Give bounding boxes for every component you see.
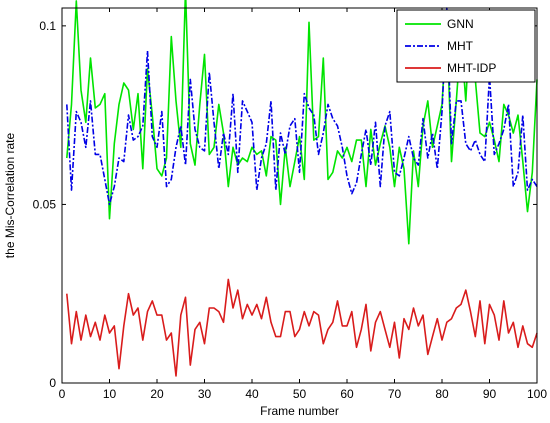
legend-entries: GNN MHT MHT-IDP <box>405 17 496 75</box>
x-tick-label: 70 <box>388 387 402 401</box>
x-tick-label: 0 <box>59 387 66 401</box>
x-tick-label: 30 <box>198 387 212 401</box>
x-tick-label: 10 <box>103 387 117 401</box>
y-tick-label: 0 <box>49 376 56 390</box>
y-tick-label: 0.05 <box>33 197 57 211</box>
x-tick-label: 50 <box>293 387 307 401</box>
x-tick-label: 100 <box>527 387 547 401</box>
x-tick-label: 40 <box>245 387 259 401</box>
x-tick-label: 60 <box>340 387 354 401</box>
legend-label-mht-idp: MHT-IDP <box>447 61 496 75</box>
x-tick-label: 80 <box>435 387 449 401</box>
legend: GNN MHT MHT-IDP <box>396 9 536 83</box>
y-axis-label: the Mis-Correlation rate <box>3 132 17 258</box>
legend-label-mht: MHT <box>447 39 474 53</box>
x-tick-label: 90 <box>483 387 497 401</box>
x-axis-label: Frame number <box>260 404 339 418</box>
axis-ticks: 0 10 20 30 40 50 60 70 80 90 100 0 0.05 0.1 <box>33 8 547 401</box>
x-tick-label: 20 <box>150 387 164 401</box>
legend-label-gnn: GNN <box>447 17 474 31</box>
series-line-mht-idp <box>66 278 538 377</box>
y-tick-label: 0.1 <box>39 19 56 33</box>
series-line-mht <box>66 7 538 206</box>
